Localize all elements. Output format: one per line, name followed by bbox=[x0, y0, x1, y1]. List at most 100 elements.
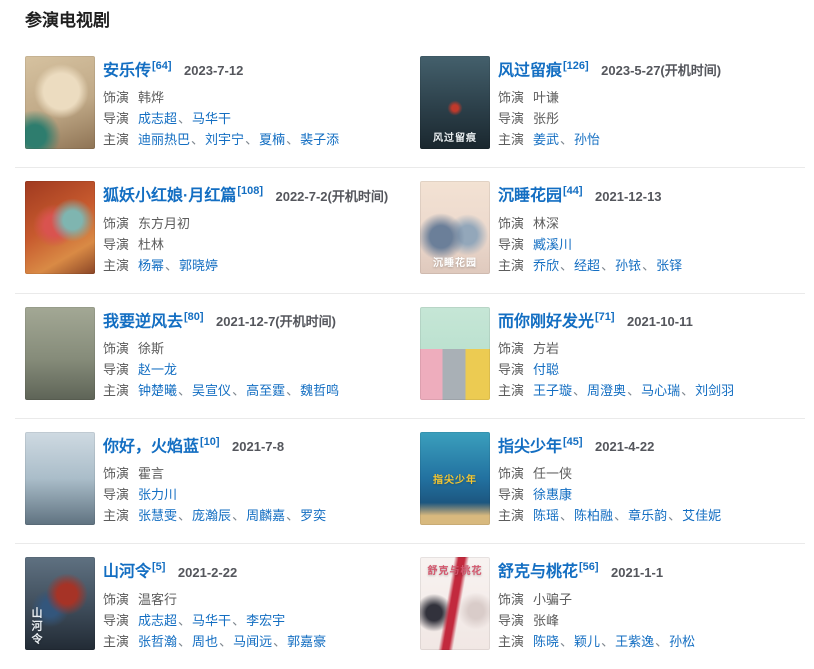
person-link[interactable]: 王子璇 bbox=[533, 382, 573, 398]
person-link[interactable]: 张铎 bbox=[656, 257, 683, 273]
citation-ref-link[interactable]: [126] bbox=[563, 60, 589, 72]
citation-ref-link[interactable]: [64] bbox=[152, 60, 172, 72]
drama-title-link[interactable]: 狐妖小红娘·月红篇 bbox=[103, 187, 237, 205]
role-value: 方岩 bbox=[533, 341, 559, 356]
citation-ref-link[interactable]: [10] bbox=[200, 435, 220, 448]
drama-title-link[interactable]: 安乐传 bbox=[103, 62, 152, 80]
citation-ref-link[interactable]: [44] bbox=[563, 185, 583, 198]
drama-poster[interactable]: 山河令 bbox=[25, 557, 95, 651]
person-link[interactable]: 杨幂 bbox=[138, 257, 165, 273]
title-line: 安乐传[64] 2023-7-12 bbox=[103, 57, 339, 80]
person-link[interactable]: 刘宇宁 bbox=[205, 132, 245, 148]
person-link[interactable]: 刘剑羽 bbox=[695, 382, 735, 398]
role-label: 饰演 bbox=[103, 591, 130, 607]
citation-ref-link[interactable]: [45] bbox=[563, 435, 583, 448]
person-link[interactable]: 陈瑶 bbox=[533, 508, 560, 524]
person-link[interactable]: 章乐韵 bbox=[628, 508, 668, 524]
citation-ref-link[interactable]: [80] bbox=[184, 310, 204, 323]
starring-label: 主演 bbox=[103, 132, 130, 148]
drama-title-link[interactable]: 山河令 bbox=[103, 563, 152, 581]
person-link[interactable]: 魏哲鸣 bbox=[300, 382, 340, 398]
drama-poster[interactable] bbox=[25, 306, 95, 400]
person-link[interactable]: 经超 bbox=[574, 257, 601, 273]
person-link[interactable]: 臧溪川 bbox=[533, 236, 573, 252]
drama-poster[interactable]: 舒克与桃花 bbox=[420, 557, 490, 651]
drama-title-link[interactable]: 风过留痕 bbox=[498, 62, 563, 80]
person-link[interactable]: 马心瑞 bbox=[641, 382, 681, 398]
drama-poster[interactable]: 沉睡花园 bbox=[420, 181, 490, 275]
drama-item: 风过留痕 风过留痕[126] 2023-5-27(开机时间) 饰演 叶谦 导演 张彤… bbox=[410, 56, 805, 153]
person-link[interactable]: 迪丽热巴 bbox=[138, 132, 191, 148]
citation-ref-link[interactable]: [108] bbox=[237, 185, 264, 198]
director-line: 导演 付聪 bbox=[498, 362, 734, 377]
drama-poster[interactable] bbox=[25, 431, 95, 525]
person-link[interactable]: 钟楚曦 bbox=[138, 382, 178, 398]
person-link[interactable]: 周澄奥 bbox=[587, 382, 627, 398]
person-link[interactable]: 周也 bbox=[192, 633, 219, 649]
person-link[interactable]: 成志超 bbox=[138, 612, 178, 628]
poster-caption: 舒克与桃花 bbox=[427, 566, 483, 578]
poster-caption: 山河令 bbox=[30, 607, 42, 647]
person-link[interactable]: 陈柏融 bbox=[574, 508, 614, 524]
drama-info: 指尖少年[45] 2021-4-22 饰演 任一侠 导演 徐惠康 主演 陈瑶、陈柏融、… bbox=[498, 432, 721, 529]
starring-label: 主演 bbox=[103, 633, 130, 649]
starring-label: 主演 bbox=[498, 633, 525, 649]
person-link[interactable]: 马华干 bbox=[192, 612, 232, 628]
drama-item: 沉睡花园 沉睡花园[44] 2021-12-13 饰演 林深 导演 臧溪川 主演 乔欣… bbox=[410, 181, 805, 278]
drama-info: 安乐传[64] 2023-7-12 饰演 韩烨 导演 成志超、马华干 主演 迪丽热巴、… bbox=[103, 56, 339, 153]
person-link[interactable]: 姜武 bbox=[533, 132, 560, 148]
name-separator: 、 bbox=[165, 257, 179, 273]
role-value: 林深 bbox=[533, 216, 559, 231]
citation-ref-link[interactable]: [5] bbox=[152, 561, 166, 574]
person-link[interactable]: 郭晓婷 bbox=[179, 257, 219, 273]
person-link[interactable]: 孙怡 bbox=[574, 132, 601, 148]
role-label: 饰演 bbox=[498, 591, 525, 607]
drama-title-link[interactable]: 而你刚好发光 bbox=[498, 312, 595, 330]
person-link[interactable]: 高至霆 bbox=[246, 382, 286, 398]
name-separator: 、 bbox=[681, 382, 695, 398]
drama-poster[interactable] bbox=[25, 56, 95, 149]
drama-poster[interactable]: 指尖少年 bbox=[420, 431, 490, 525]
person-link[interactable]: 赵一龙 bbox=[138, 361, 178, 377]
person-link[interactable]: 郭嘉豪 bbox=[287, 633, 327, 649]
drama-title-link[interactable]: 沉睡花园 bbox=[498, 187, 563, 205]
person-link[interactable]: 王紫逸 bbox=[615, 633, 655, 649]
person-link[interactable]: 张力川 bbox=[138, 487, 178, 503]
person-link[interactable]: 成志超 bbox=[138, 111, 178, 127]
drama-poster[interactable] bbox=[420, 306, 490, 400]
drama-title-link[interactable]: 指尖少年 bbox=[498, 438, 563, 456]
person-link[interactable]: 陈晓 bbox=[533, 633, 560, 649]
drama-title-link[interactable]: 你好，火焰蓝 bbox=[103, 438, 200, 456]
poster-caption: 风过留痕 bbox=[433, 133, 477, 144]
drama-poster[interactable] bbox=[25, 181, 95, 275]
person-link[interactable]: 颖儿 bbox=[574, 633, 601, 649]
person-link[interactable]: 张慧雯 bbox=[138, 508, 178, 524]
person-name: 任一侠 bbox=[533, 466, 573, 482]
title-line: 山河令[5] 2021-2-22 bbox=[103, 558, 326, 581]
person-link[interactable]: 艾佳妮 bbox=[682, 508, 722, 524]
person-link[interactable]: 庞瀚辰 bbox=[192, 508, 232, 524]
role-value: 徐斯 bbox=[138, 341, 164, 356]
person-link[interactable]: 李宏宇 bbox=[246, 612, 286, 628]
person-link[interactable]: 周麟嘉 bbox=[246, 508, 286, 524]
person-link[interactable]: 孙松 bbox=[669, 633, 696, 649]
citation-ref-link[interactable]: [71] bbox=[595, 310, 615, 323]
person-link[interactable]: 罗奕 bbox=[300, 508, 327, 524]
person-link[interactable]: 马华干 bbox=[192, 111, 232, 127]
person-link[interactable]: 吴宣仪 bbox=[192, 382, 232, 398]
person-link[interactable]: 孙铱 bbox=[615, 257, 642, 273]
release-date: 2021-7-8 bbox=[232, 439, 285, 455]
citation-ref-link[interactable]: [56] bbox=[579, 561, 599, 574]
person-link[interactable]: 张哲瀚 bbox=[138, 633, 178, 649]
drama-title-link[interactable]: 我要逆风去 bbox=[103, 312, 184, 330]
person-link[interactable]: 徐惠康 bbox=[533, 487, 573, 503]
person-link[interactable]: 乔欣 bbox=[533, 257, 560, 273]
person-link[interactable]: 马闻远 bbox=[233, 633, 273, 649]
drama-poster[interactable]: 风过留痕 bbox=[420, 56, 490, 149]
starring-line: 主演 陈瑶、陈柏融、章乐韵、艾佳妮 bbox=[498, 508, 721, 523]
person-link[interactable]: 夏楠 bbox=[259, 132, 286, 148]
person-link[interactable]: 裴子添 bbox=[300, 132, 340, 148]
director-label: 导演 bbox=[103, 361, 130, 377]
person-link[interactable]: 付聪 bbox=[533, 361, 560, 377]
drama-title-link[interactable]: 舒克与桃花 bbox=[498, 563, 579, 581]
